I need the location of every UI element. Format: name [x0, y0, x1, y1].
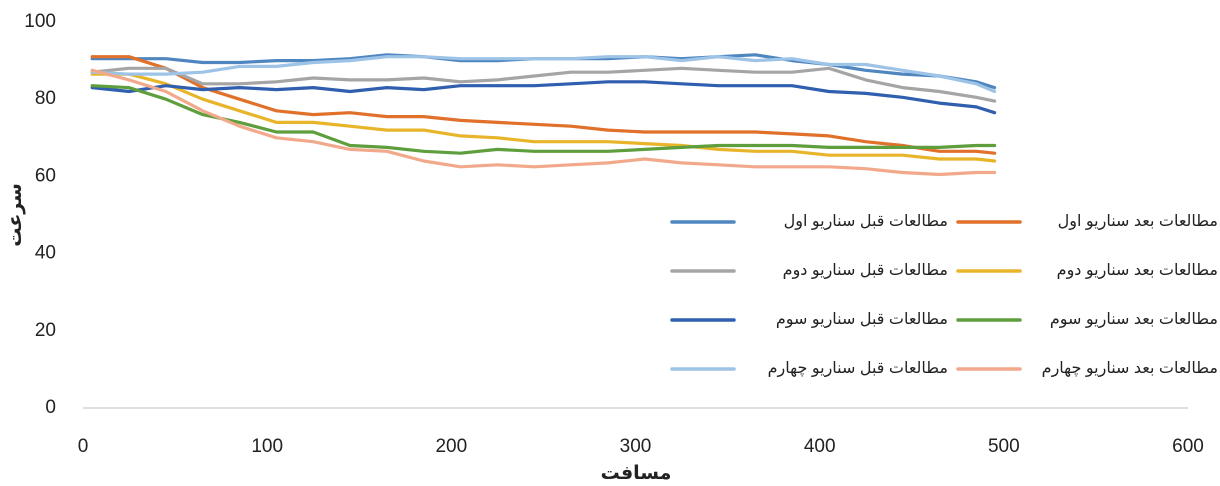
y-tick-label: 100 — [24, 11, 56, 32]
legend-label: مطالعات بعد سناریو اول — [1058, 213, 1218, 231]
x-tick-label: 200 — [435, 436, 467, 457]
legend-label: مطالعات قبل سناریو سوم — [776, 311, 948, 329]
x-tick-label: 300 — [620, 436, 652, 457]
series-line — [90, 55, 997, 155]
series-line — [90, 72, 997, 163]
y-tick-label: 0 — [45, 397, 56, 418]
y-tick-label: 20 — [35, 320, 56, 341]
legend-label: مطالعات قبل سناریو اول — [784, 213, 948, 231]
x-tick-label: 600 — [1172, 436, 1204, 457]
y-tick-label: 40 — [35, 243, 56, 264]
y-tick-label: 60 — [35, 165, 56, 186]
x-tick-label: 500 — [988, 436, 1020, 457]
y-tick-label: 80 — [35, 88, 56, 109]
x-tick-label: 0 — [78, 436, 89, 457]
x-tick-label: 100 — [251, 436, 283, 457]
series-line — [90, 55, 997, 94]
series-line — [90, 66, 997, 103]
series-line — [90, 68, 997, 177]
series-line — [90, 80, 997, 115]
legend-label: مطالعات بعد سناریو دوم — [1057, 262, 1218, 280]
legend-label: مطالعات بعد سناریو سوم — [1050, 311, 1218, 329]
legend-label: مطالعات بعد سناریو چهارم — [1042, 360, 1218, 378]
y-axis-title: سرعت — [5, 183, 26, 247]
x-tick-label: 400 — [804, 436, 836, 457]
x-axis-title: مسافت — [601, 463, 672, 484]
legend-label: مطالعات قبل سناریو چهارم — [768, 360, 948, 378]
series-line — [90, 84, 997, 155]
legend-label: مطالعات قبل سناریو دوم — [783, 262, 948, 280]
